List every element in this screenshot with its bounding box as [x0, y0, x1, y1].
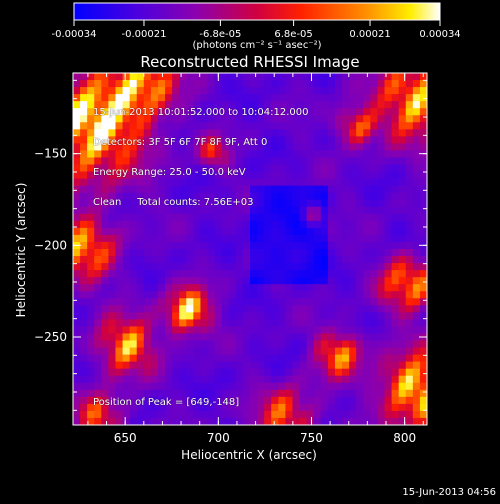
- footer-timestamp: 15-Jun-2013 04:56: [402, 487, 496, 498]
- x-tick-label: 650: [114, 431, 137, 445]
- heatmap-image: [73, 73, 427, 425]
- colorbar-gradient: [73, 2, 441, 21]
- y-axis-label: Heliocentric Y (arcsec): [14, 183, 28, 318]
- colorbar-ticks: -0.00034 -0.00021 -6.8e-05 6.8e-05 0.00021 0.…: [52, 20, 461, 40]
- y-tick-label: −250: [34, 330, 67, 344]
- y-tick-label: −150: [34, 147, 67, 161]
- x-tick-label: 800: [393, 431, 416, 445]
- y-tick-label: −200: [34, 238, 67, 252]
- annotation-line: Clean Total counts: 7.56E+03: [93, 197, 254, 208]
- plot-frame: [72, 72, 428, 426]
- annotation-line: Detectors: 3F 5F 6F 7F 8F 9F, Att 0: [93, 137, 268, 148]
- colorbar-tick-label: 0.00021: [349, 29, 390, 40]
- x-axis-label: Heliocentric X (arcsec): [181, 448, 317, 462]
- colorbar-tick-label: -6.8e-05: [199, 29, 241, 40]
- annotation-line: 15-Jun-2013 10:01:52.000 to 10:04:12.000: [93, 107, 309, 118]
- chart-title: Reconstructed RHESSI Image: [140, 53, 359, 71]
- annotation-line: Energy Range: 25.0 - 50.0 keV: [93, 167, 246, 178]
- colorbar-tick-label: 6.8e-05: [274, 29, 312, 40]
- colorbar-unit-label: (photons cm⁻² s⁻¹ asec⁻²): [192, 40, 321, 51]
- y-axis: −150 −200 −250: [34, 79, 427, 411]
- x-tick-label: 750: [300, 431, 323, 445]
- colorbar-tick-label: -0.00021: [121, 29, 166, 40]
- x-axis: 650 700 750 800: [87, 73, 424, 445]
- annotation-block: 15-Jun-2013 10:01:52.000 to 10:04:12.000…: [93, 88, 309, 218]
- colorbar: -0.00034 -0.00021 -6.8e-05 6.8e-05 0.00021 0.…: [52, 2, 461, 51]
- x-tick-label: 700: [207, 431, 230, 445]
- peak-position-label: Position of Peak = [649,-148]: [93, 397, 240, 408]
- colorbar-tick-label: -0.00034: [52, 29, 97, 40]
- colorbar-tick-label: 0.00034: [419, 29, 460, 40]
